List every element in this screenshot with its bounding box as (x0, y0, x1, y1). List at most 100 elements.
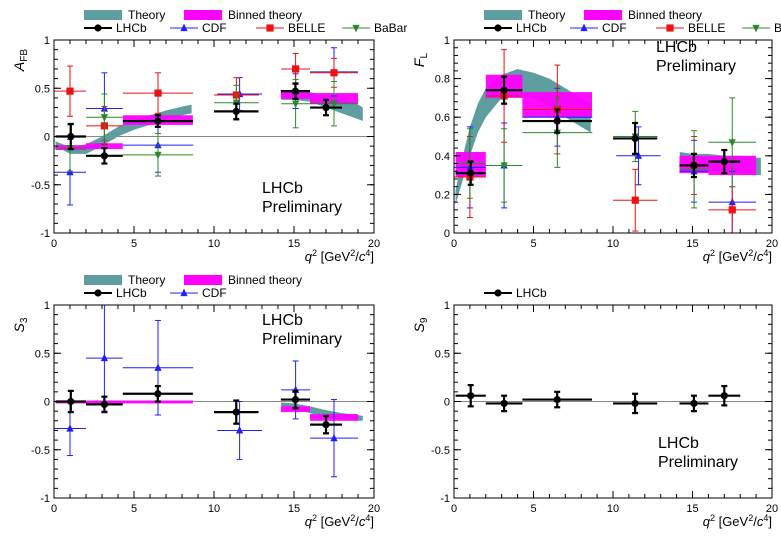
legend: LHCb (484, 286, 547, 300)
plot-area-fl (454, 49, 761, 233)
legend-binned-label: Binned theory (228, 273, 302, 287)
data-point (154, 390, 162, 398)
y-tick-label: -1 (40, 228, 50, 240)
data-point (330, 100, 338, 109)
legend-theory-label: Theory (528, 8, 565, 22)
data-point (291, 395, 300, 404)
x-tick-label: 10 (607, 503, 619, 515)
panel-fl: 0 5 10 15 20 0 0.2 0.4 0.6 0.8 1 FL q2 [GeV2/c4] LHCb… (411, 8, 781, 264)
y-tick-label: 0.8 (435, 74, 450, 86)
x-tick-label: 10 (208, 503, 220, 515)
data-point (322, 103, 330, 112)
legend-marker-cdf (180, 288, 188, 297)
legend-binned-swatch (584, 10, 622, 20)
x-tick-label: 0 (451, 503, 457, 515)
annotation-lhcb: LHCb (262, 312, 303, 329)
panel-s9: 0 5 10 15 20 -1 -0.5 0 0.5 1 S9 q2 [GeV2/c4] LHCb Pre… (411, 286, 778, 529)
y-tick-label: -0.5 (31, 180, 50, 192)
legend-marker-lhcb (94, 24, 102, 32)
data-point (66, 424, 74, 432)
y-tick-label: 0.6 (435, 112, 450, 124)
x-tick-label: 20 (368, 238, 380, 250)
x-tick-label: 15 (686, 238, 698, 250)
theory-band (455, 68, 591, 205)
legend-label-belle: BELLE (688, 21, 725, 35)
annotation-lhcb: LHCb (656, 39, 697, 56)
x-tick-label: 5 (530, 503, 536, 515)
y-tick-label: -0.5 (431, 445, 450, 457)
data-point (100, 114, 108, 122)
y-tick-label: -0.5 (31, 445, 50, 457)
legend-marker-babar (352, 24, 360, 33)
legend-theory-label: Theory (128, 273, 165, 287)
legend: Theory Binned theory LHCb CDF (84, 273, 302, 300)
legend-label-cdf: CDF (202, 21, 227, 35)
legend-marker-lhcb (494, 24, 502, 32)
data-point (728, 206, 736, 214)
x-tick-label: 10 (208, 238, 220, 250)
data-point (631, 196, 639, 204)
data-point (232, 408, 240, 416)
y-tick-label: 1 (444, 300, 450, 312)
x-tick-label: 5 (530, 238, 536, 250)
plot-area-afb (54, 47, 374, 206)
legend-label-belle: BELLE (288, 21, 325, 35)
data-point (100, 400, 108, 408)
y-tick-label: -1 (440, 493, 450, 505)
legend-marker-belle (666, 24, 674, 32)
data-point (67, 132, 75, 141)
annotation-lhcb: LHCb (262, 180, 303, 197)
series-lhcb (55, 384, 342, 435)
legend-marker-babar (752, 24, 760, 33)
data-point (553, 117, 561, 125)
data-point (100, 152, 108, 160)
x-axis-label: q2 [GeV2/c4] (703, 513, 772, 529)
x-tick-label: 10 (607, 238, 619, 250)
x-axis-label: q2 [GeV2/c4] (703, 248, 772, 264)
panel-afb: 0 5 10 15 20 -1 -0.5 0 0.5 1 AFB q2 [GeV2/c4] LHCb Pr… (11, 8, 407, 264)
annotation-preliminary: Preliminary (656, 58, 736, 75)
data-point (291, 87, 300, 95)
binned-theory-bar (86, 143, 123, 150)
data-point (728, 139, 736, 147)
legend-label-babar: BaBar (774, 21, 781, 35)
y-tick-label: 0.2 (435, 189, 450, 201)
data-point (236, 426, 244, 434)
y-tick-label: 0.5 (35, 348, 50, 360)
data-point (292, 65, 300, 73)
legend-theory-swatch (84, 275, 122, 285)
y-axis-label: S3 (11, 317, 30, 332)
annotation-lhcb: LHCb (658, 435, 699, 452)
legend-marker-cdf (180, 23, 188, 32)
data-point (467, 392, 475, 400)
data-point (100, 353, 108, 362)
annotation-preliminary: Preliminary (658, 454, 738, 471)
data-point (154, 363, 162, 371)
y-tick-label: 0.5 (35, 83, 50, 95)
legend: Theory Binned theory LHCb CDF BELLE BaBar (84, 8, 407, 35)
data-point (467, 169, 475, 177)
data-point (500, 86, 508, 94)
data-point (67, 397, 75, 406)
series-lhcb (55, 82, 342, 165)
x-tick-label: 5 (131, 503, 137, 515)
legend-label-lhcb: LHCb (116, 286, 147, 300)
panel-s3: 0 5 10 15 20 -1 -0.5 0 0.5 1 S3 q2 [GeV2/c4] LHCb Pre… (11, 273, 380, 529)
x-tick-label: 15 (288, 503, 300, 515)
y-tick-label: 0 (444, 397, 450, 409)
legend: Theory Binned theory LHCb CDF BELLE BaBar (484, 8, 781, 35)
legend-marker-cdf (580, 23, 588, 32)
x-tick-label: 0 (451, 238, 457, 250)
plot-area-s3 (54, 305, 374, 478)
x-axis-label: q2 [GeV2/c4] (305, 513, 374, 529)
data-point (553, 395, 561, 404)
annotation-preliminary: Preliminary (262, 331, 342, 348)
y-tick-label: 0 (44, 132, 50, 144)
legend-theory-label: Theory (128, 8, 165, 22)
x-tick-label: 0 (51, 503, 57, 515)
legend-theory-swatch (84, 10, 122, 20)
series-lhcb (455, 383, 741, 415)
y-tick-label: 0.5 (435, 348, 450, 360)
data-point (720, 157, 728, 166)
